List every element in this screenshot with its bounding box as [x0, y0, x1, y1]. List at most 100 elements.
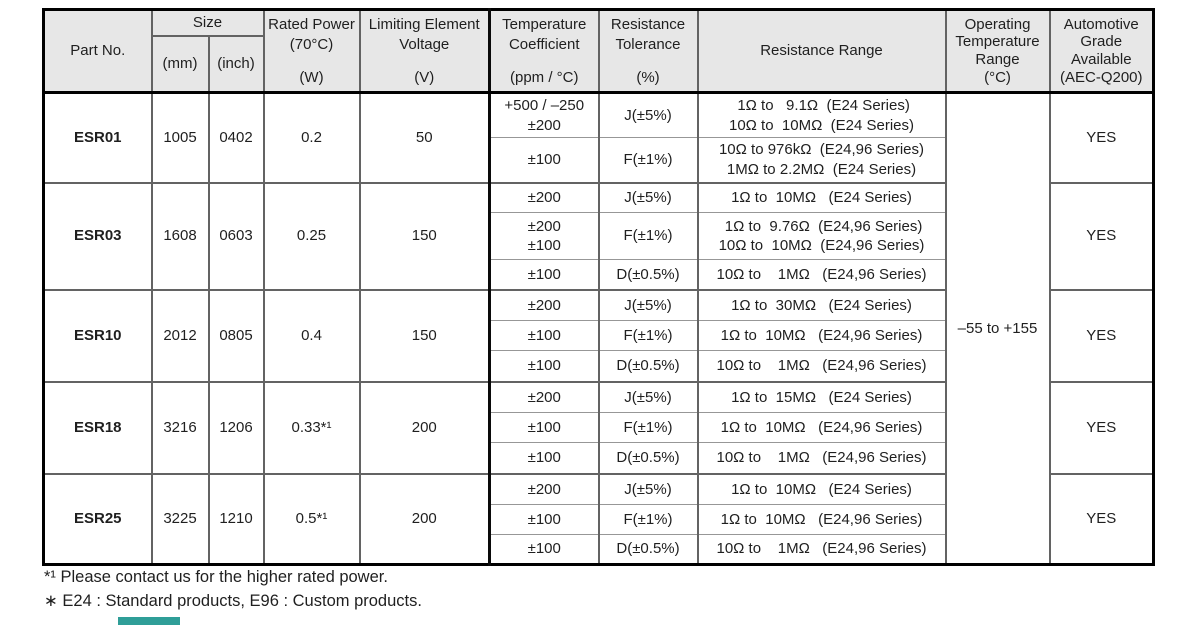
- tolerance-title: Resistance Tolerance: [610, 16, 686, 53]
- table-row: ESR18 3216 1206 0.33*¹ 200 ±200 J(±5%) 1…: [43, 380, 1154, 474]
- voltage-cell: 200: [358, 472, 490, 565]
- table-row: ±100 F(±1%) 10Ω to 976kΩ (E24,96 Series)…: [44, 137, 1154, 183]
- tolerance-cell: D(±0.5%): [597, 259, 698, 290]
- temp-coeff-cell: ±100: [488, 320, 599, 351]
- range-cell: 1Ω to 10MΩ (E24,96 Series): [696, 320, 946, 351]
- tolerance-cell: J(±5%): [597, 181, 698, 213]
- temp-coeff-cell: ±200: [488, 380, 599, 413]
- resistor-spec-table: Part No. Size Rated Power (70°C) (W) Limi…: [42, 8, 1155, 566]
- tolerance-cell: F(±1%): [597, 504, 698, 535]
- size-mm-cell: 2012: [150, 288, 209, 382]
- rated-power-unit: (W): [299, 68, 324, 86]
- table-header: Part No. Size Rated Power (70°C) (W) Limi…: [43, 9, 1154, 95]
- power-cell: 0.33*¹: [262, 380, 360, 474]
- footnotes: *¹ Please contact us for the higher rate…: [44, 565, 422, 613]
- table-row: ESR01 1005 0402 0.2 50 +500 / –250 ±200 …: [44, 92, 1154, 565]
- voltage-cell: 150: [358, 288, 490, 382]
- table-row: ±100 F(±1%) 1Ω to 10MΩ (E24,96 Series): [44, 412, 1154, 443]
- temp-coeff-cell: ±100: [488, 442, 599, 474]
- tolerance-cell: J(±5%): [597, 380, 698, 413]
- tolerance-cell: F(±1%): [597, 412, 698, 443]
- size-mm-cell: 3225: [150, 472, 209, 565]
- footnote-series: ∗ E24 : Standard products, E96 : Custom …: [44, 592, 422, 610]
- size-inch-cell: 0402: [207, 92, 264, 183]
- automotive-cell: YES: [1048, 92, 1154, 183]
- temp-coeff-cell: +500 / –250 ±200: [488, 92, 599, 138]
- tolerance-cell: F(±1%): [597, 320, 698, 351]
- temp-coeff-cell: ±100: [488, 137, 599, 183]
- table-row: ESR03 1608 0603 0.25 150 ±200 J(±5%) 1Ω …: [43, 181, 1154, 290]
- temp-coeff-cell: ±200: [488, 472, 599, 505]
- table-row: ±100 D(±0.5%) 10Ω to 1MΩ (E24,96 Series): [44, 534, 1154, 565]
- temp-coeff-cell: ±100: [488, 534, 599, 565]
- table-row: ±100 D(±0.5%) 10Ω to 1MΩ (E24,96 Series): [44, 350, 1154, 382]
- voltage-cell: 150: [358, 181, 490, 290]
- range-cell: 10Ω to 1MΩ (E24,96 Series): [696, 350, 946, 382]
- temp-coeff-cell: ±200 ±100: [488, 212, 599, 260]
- tolerance-cell: D(±0.5%): [597, 442, 698, 474]
- range-cell: 10Ω to 976kΩ (E24,96 Series) 1MΩ to 2.2M…: [696, 137, 946, 183]
- range-cell: 1Ω to 9.1Ω (E24 Series) 10Ω to 10MΩ (E24…: [696, 92, 946, 138]
- range-cell: 1Ω to 10MΩ (E24,96 Series): [696, 412, 946, 443]
- power-cell: 0.4: [262, 288, 360, 382]
- automotive-cell: YES: [1048, 380, 1154, 474]
- range-cell: 1Ω to 10MΩ (E24,96 Series): [696, 504, 946, 535]
- table-row: ±100 D(±0.5%) 10Ω to 1MΩ (E24,96 Series): [44, 259, 1154, 290]
- table-body: ESR01 1005 0402 0.2 50 +500 / –250 ±200 …: [43, 92, 1154, 565]
- voltage-title: Limiting Element Voltage: [368, 16, 480, 53]
- automotive-cell: YES: [1048, 288, 1154, 382]
- col-header-resistance-range: Resistance Range: [696, 9, 946, 94]
- col-header-voltage: Limiting Element Voltage (V): [358, 9, 490, 94]
- table-row: ±100 D(±0.5%) 10Ω to 1MΩ (E24,96 Series): [44, 442, 1154, 474]
- col-header-rated-power: Rated Power (70°C) (W): [262, 9, 360, 94]
- col-header-size: Size: [150, 9, 264, 38]
- range-cell: 1Ω to 15MΩ (E24 Series): [696, 380, 946, 413]
- size-mm-cell: 1608: [150, 181, 209, 290]
- tolerance-cell: J(±5%): [597, 472, 698, 505]
- part-cell: ESR10: [43, 288, 152, 382]
- table-row: ESR25 3225 1210 0.5*¹ 200 ±200 J(±5%) 1Ω…: [43, 472, 1154, 565]
- voltage-unit: (V): [414, 68, 435, 86]
- power-cell: 0.5*¹: [262, 472, 360, 565]
- col-header-temp-coeff: Temperature Coefficient (ppm / °C): [488, 9, 599, 94]
- tolerance-cell: J(±5%): [597, 288, 698, 321]
- col-header-op-temp: Operating Temperature Range (°C): [944, 9, 1050, 94]
- table-row: ±100 F(±1%) 1Ω to 10MΩ (E24,96 Series): [44, 320, 1154, 351]
- part-cell: ESR18: [43, 380, 152, 474]
- voltage-cell: 50: [358, 92, 490, 183]
- range-cell: 10Ω to 1MΩ (E24,96 Series): [696, 259, 946, 290]
- range-cell: 1Ω to 9.76Ω (E24,96 Series) 10Ω to 10MΩ …: [696, 212, 946, 260]
- range-cell: 1Ω to 30MΩ (E24 Series): [696, 288, 946, 321]
- footnote-rated-power: *¹ Please contact us for the higher rate…: [44, 568, 388, 586]
- size-inch-cell: 1210: [207, 472, 264, 565]
- power-cell: 0.25: [262, 181, 360, 290]
- tolerance-cell: D(±0.5%): [597, 534, 698, 565]
- op-temp-cell: –55 to +155: [944, 92, 1050, 565]
- tolerance-cell: F(±1%): [597, 137, 698, 183]
- voltage-cell: 200: [358, 380, 490, 474]
- automotive-cell: YES: [1048, 181, 1154, 290]
- tolerance-unit: (%): [636, 68, 660, 86]
- temp-coeff-cell: ±100: [488, 259, 599, 290]
- table-row: ESR10 2012 0805 0.4 150 ±200 J(±5%) 1Ω t…: [43, 288, 1154, 382]
- temp-coeff-unit: (ppm / °C): [509, 68, 579, 86]
- tolerance-cell: J(±5%): [597, 92, 698, 138]
- col-header-size-mm: (mm): [150, 36, 209, 95]
- range-cell: 1Ω to 10MΩ (E24 Series): [696, 181, 946, 213]
- tolerance-cell: D(±0.5%): [597, 350, 698, 382]
- table-row: ±100 F(±1%) 1Ω to 10MΩ (E24,96 Series): [44, 504, 1154, 535]
- size-inch-cell: 0603: [207, 181, 264, 290]
- part-cell: ESR25: [43, 472, 152, 565]
- col-header-tolerance: Resistance Tolerance (%): [597, 9, 698, 94]
- temp-coeff-cell: ±100: [488, 350, 599, 382]
- range-cell: 1Ω to 10MΩ (E24 Series): [696, 472, 946, 505]
- temp-coeff-cell: ±100: [488, 504, 599, 535]
- rated-power-title: Rated Power (70°C): [268, 16, 355, 53]
- size-mm-cell: 1005: [150, 92, 209, 183]
- range-cell: 10Ω to 1MΩ (E24,96 Series): [696, 534, 946, 565]
- teal-highlight-artifact: [118, 617, 180, 625]
- col-header-automotive: Automotive Grade Available (AEC-Q200): [1048, 9, 1154, 94]
- tolerance-cell: F(±1%): [597, 212, 698, 260]
- temp-coeff-cell: ±100: [488, 412, 599, 443]
